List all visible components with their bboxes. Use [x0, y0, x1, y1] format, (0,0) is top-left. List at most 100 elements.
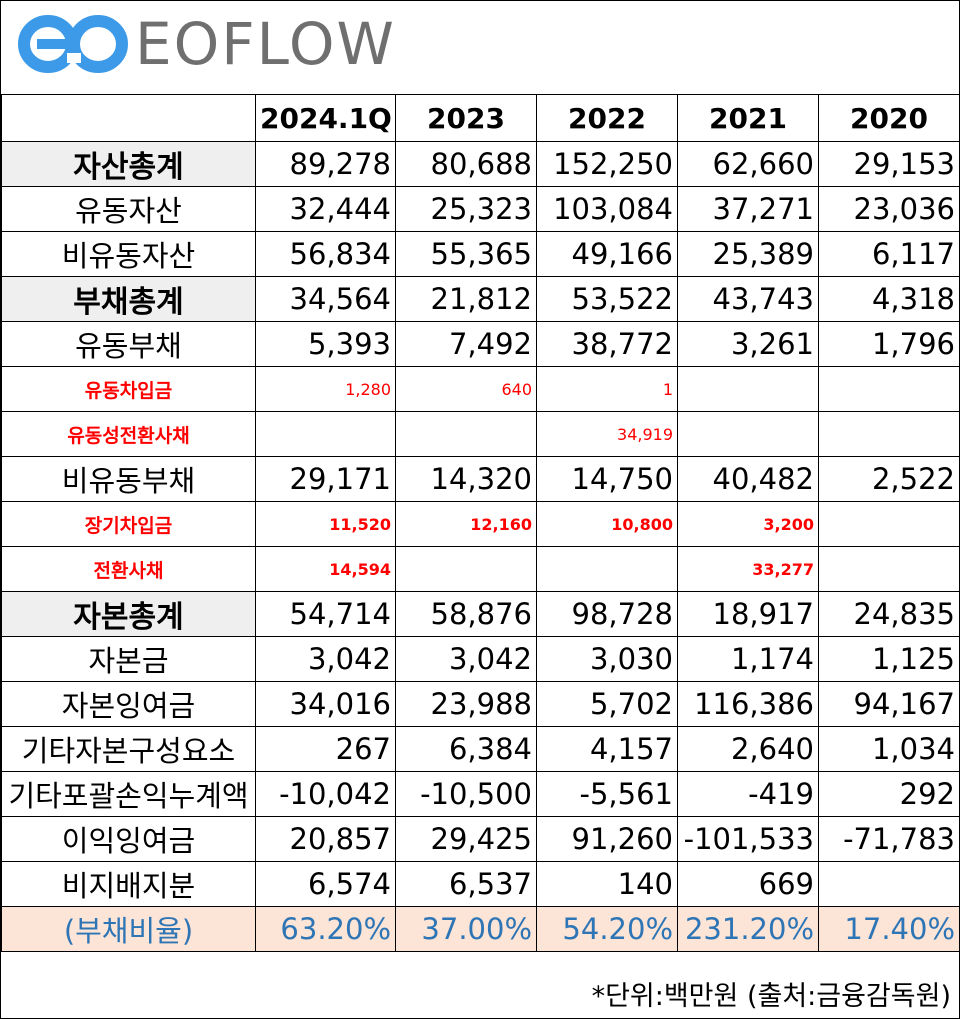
table-row: 기타자본구성요소 267 6,384 4,157 2,640 1,034: [1, 726, 960, 772]
table-row: 유동차입금 1,280 640 1: [1, 366, 960, 412]
value-cell: [818, 501, 960, 547]
table-row: 이익잉여금 20,857 29,425 91,260 -101,533 -71,783: [1, 816, 960, 862]
value-cell: 6,574: [255, 861, 396, 907]
value-cell: 29,425: [395, 816, 537, 862]
value-cell: 14,594: [255, 546, 396, 592]
value-cell: 49,166: [536, 231, 678, 277]
value-cell: 640: [395, 366, 537, 412]
table-row: (부채비율) 63.20% 37.00% 54.20% 231.20% 17.40%: [1, 906, 960, 952]
row-label: 자본총계: [1, 591, 256, 637]
row-label: 유동부채: [1, 321, 256, 367]
table-body: 2024.1Q 2023 2022 2021 2020 자산총계 89,278 80…: [1, 94, 960, 952]
row-label: 비유동자산: [1, 231, 256, 277]
table-row: 유동자산 32,444 25,323 103,084 37,271 23,036: [1, 186, 960, 232]
value-cell: 10,800: [536, 501, 678, 547]
table-row: 유동부채 5,393 7,492 38,772 3,261 1,796: [1, 321, 960, 367]
table-row: 자본총계 54,714 58,876 98,728 18,917 24,835: [1, 591, 960, 637]
value-cell: 6,537: [395, 861, 537, 907]
value-cell: 37,271: [677, 186, 819, 232]
value-cell: [818, 411, 960, 457]
row-label: 기타자본구성요소: [1, 726, 256, 772]
table-row: 자본잉여금 34,016 23,988 5,702 116,386 94,167: [1, 681, 960, 727]
row-label: 유동자산: [1, 186, 256, 232]
value-cell: 3,042: [395, 636, 537, 682]
value-cell: 34,564: [255, 276, 396, 322]
value-cell: -10,500: [395, 771, 537, 817]
value-cell: 231.20%: [677, 906, 819, 952]
value-cell: 29,153: [818, 141, 960, 187]
value-cell: 54.20%: [536, 906, 678, 952]
value-cell: 18,917: [677, 591, 819, 637]
value-cell: -101,533: [677, 816, 819, 862]
value-cell: 2,640: [677, 726, 819, 772]
row-label: 자본잉여금: [1, 681, 256, 727]
row-label: 장기차입금: [1, 501, 256, 547]
value-cell: 6,384: [395, 726, 537, 772]
value-cell: 54,714: [255, 591, 396, 637]
value-cell: -10,042: [255, 771, 396, 817]
value-cell: 116,386: [677, 681, 819, 727]
value-cell: 34,016: [255, 681, 396, 727]
table-row: 기타포괄손익누계액 -10,042 -10,500 -5,561 -419 292: [1, 771, 960, 817]
value-cell: 58,876: [395, 591, 537, 637]
value-cell: 94,167: [818, 681, 960, 727]
value-cell: 24,835: [818, 591, 960, 637]
value-cell: 20,857: [255, 816, 396, 862]
value-cell: 3,261: [677, 321, 819, 367]
value-cell: 1,796: [818, 321, 960, 367]
value-cell: 1,034: [818, 726, 960, 772]
row-label: 이익잉여금: [1, 816, 256, 862]
value-cell: 1,125: [818, 636, 960, 682]
value-cell: 14,320: [395, 456, 537, 502]
table-row: 전환사채 14,594 33,277: [1, 546, 960, 592]
value-cell: 3,042: [255, 636, 396, 682]
financial-table: 2024.1Q 2023 2022 2021 2020 자산총계 89,278 80…: [1, 94, 960, 952]
value-cell: 53,522: [536, 276, 678, 322]
value-cell: [677, 366, 819, 412]
value-cell: 3,200: [677, 501, 819, 547]
table-row: 비유동부채 29,171 14,320 14,750 40,482 2,522: [1, 456, 960, 502]
value-cell: -419: [677, 771, 819, 817]
value-cell: 29,171: [255, 456, 396, 502]
table-row: 장기차입금 11,520 12,160 10,800 3,200: [1, 501, 960, 547]
value-cell: -71,783: [818, 816, 960, 862]
value-cell: [818, 546, 960, 592]
column-header: 2024.1Q: [255, 94, 396, 142]
value-cell: 669: [677, 861, 819, 907]
row-label: (부채비율): [1, 906, 256, 952]
row-label: 기타포괄손익누계액: [1, 771, 256, 817]
value-cell: [255, 411, 396, 457]
value-cell: [677, 411, 819, 457]
value-cell: 7,492: [395, 321, 537, 367]
row-label: 자산총계: [1, 141, 256, 187]
row-label: 비지배지분: [1, 861, 256, 907]
value-cell: 80,688: [395, 141, 537, 187]
value-cell: 25,323: [395, 186, 537, 232]
row-label: 자본금: [1, 636, 256, 682]
header-blank-cell: [1, 94, 256, 142]
value-cell: 2,522: [818, 456, 960, 502]
value-cell: 17.40%: [818, 906, 960, 952]
column-header: 2023: [395, 94, 537, 142]
value-cell: 91,260: [536, 816, 678, 862]
value-cell: 6,117: [818, 231, 960, 277]
row-label: 유동성전환사채: [1, 411, 256, 457]
value-cell: [818, 861, 960, 907]
value-cell: 56,834: [255, 231, 396, 277]
value-cell: 33,277: [677, 546, 819, 592]
value-cell: 62,660: [677, 141, 819, 187]
table-row: 부채총계 34,564 21,812 53,522 43,743 4,318: [1, 276, 960, 322]
value-cell: [395, 546, 537, 592]
value-cell: 140: [536, 861, 678, 907]
value-cell: 38,772: [536, 321, 678, 367]
value-cell: 14,750: [536, 456, 678, 502]
value-cell: 40,482: [677, 456, 819, 502]
value-cell: [818, 366, 960, 412]
value-cell: 5,393: [255, 321, 396, 367]
value-cell: -5,561: [536, 771, 678, 817]
table-row: 비지배지분 6,574 6,537 140 669: [1, 861, 960, 907]
value-cell: 152,250: [536, 141, 678, 187]
value-cell: 1,174: [677, 636, 819, 682]
value-cell: 23,036: [818, 186, 960, 232]
